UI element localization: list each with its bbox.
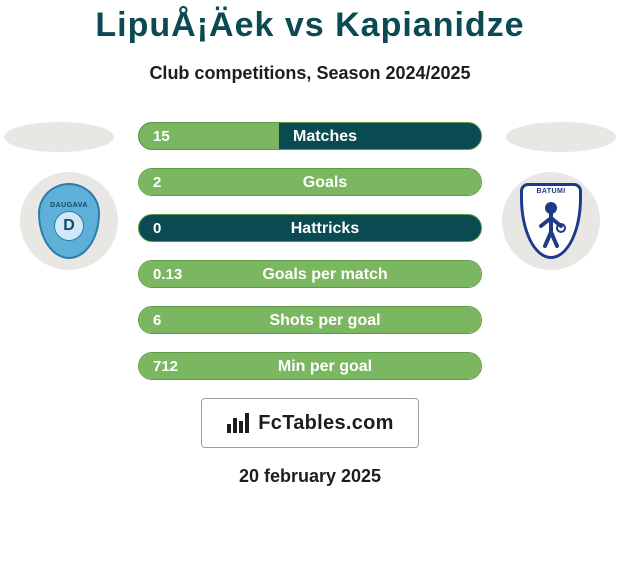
stat-bar-label: Goals per match	[139, 261, 481, 288]
left-crest-letter: D	[54, 211, 84, 241]
content-stage: DAUGAVA D BATUMI 15Matches 2Goals 0Hattric…	[0, 122, 620, 487]
stat-bar: 6Shots per goal	[138, 306, 482, 334]
left-ellipse-decoration	[4, 122, 114, 152]
stat-bar: 15Matches	[138, 122, 482, 150]
page-title: LipuÅ¡Äek vs Kapianidze	[0, 0, 620, 45]
page-subtitle: Club competitions, Season 2024/2025	[0, 63, 620, 84]
footer-date: 20 february 2025	[0, 466, 620, 487]
right-team-crest: BATUMI	[520, 183, 582, 259]
comparison-infographic: LipuÅ¡Äek vs Kapianidze Club competition…	[0, 0, 620, 580]
stat-bar-label: Matches	[139, 123, 481, 150]
stat-bar-label: Min per goal	[139, 353, 481, 380]
left-team-crest: DAUGAVA D	[38, 183, 100, 259]
right-ellipse-decoration	[506, 122, 616, 152]
right-crest-figure-icon	[531, 198, 571, 248]
stat-bar-label: Shots per goal	[139, 307, 481, 334]
left-team-badge: DAUGAVA D	[20, 172, 118, 270]
right-team-badge: BATUMI	[502, 172, 600, 270]
stat-bar-label: Hattricks	[139, 215, 481, 242]
left-crest-top-text: DAUGAVA	[50, 202, 88, 209]
watermark-box: FcTables.com	[201, 398, 419, 448]
stat-bar: 2Goals	[138, 168, 482, 196]
stat-bars-container: 15Matches 2Goals 0Hattricks 0.13Goals per m…	[138, 122, 482, 380]
stat-bar: 712Min per goal	[138, 352, 482, 380]
watermark-text: FcTables.com	[258, 412, 394, 435]
stat-bar-label: Goals	[139, 169, 481, 196]
bar-chart-icon	[226, 412, 252, 434]
right-crest-top-text: BATUMI	[536, 188, 565, 195]
stat-bar: 0.13Goals per match	[138, 260, 482, 288]
stat-bar: 0Hattricks	[138, 214, 482, 242]
